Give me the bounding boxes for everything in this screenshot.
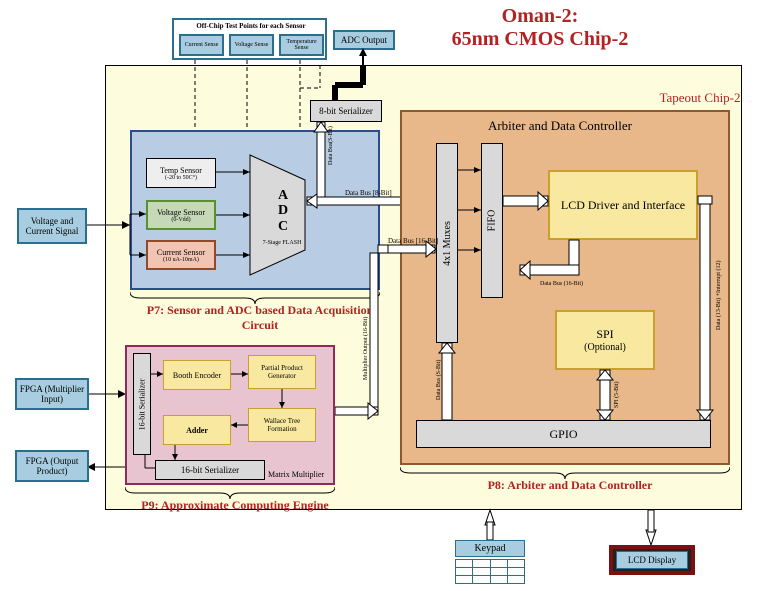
p8-label: P8: Arbiter and Data Controller [440, 478, 700, 493]
serializer-16bit-h: 16-bit Serializer [155, 460, 265, 480]
spi-block: SPI(Optional) [555, 310, 655, 370]
p7-label: P7: Sensor and ADC based Data Acquisitio… [130, 303, 390, 333]
tapeout-label: Tapeout Chip-2 [650, 90, 750, 106]
ext-vc-signal: Voltage and Current Signal [17, 208, 87, 244]
voltage-sensor: Voltage Sensor(0-Vdd) [146, 200, 216, 230]
ext-fpga-in: FPGA (Multiplier Input) [15, 378, 89, 410]
adder-block: Adder [163, 415, 231, 445]
serializer-8bit: 8-bit Serializer [310, 100, 382, 122]
p9-label: P9: Approximate Computing Engine [120, 498, 350, 513]
ext-fpga-out: FPGA (Output Product) [15, 450, 89, 482]
keypad-block: Keypad [455, 540, 525, 584]
muxes-block: 4x1 Muxes [436, 143, 458, 343]
adc-text: ADC [268, 188, 298, 234]
current-sensor: Current Sensor(10 uA-10mA) [146, 240, 216, 270]
lcd-display-block: LCD Display [609, 545, 695, 575]
offchip-temp: Temperature Sense [279, 34, 324, 56]
offchip-group: Off-Chip Test Points for each Sensor Cur… [172, 18, 327, 60]
temp-sensor: Temp Sensor(-20 to 50C°) [146, 158, 216, 188]
partial-product: Partial Product Generator [248, 355, 316, 389]
offchip-current: Current Sense [179, 34, 224, 56]
wallace-tree: Wallace Tree Formation [248, 408, 316, 442]
arbiter-title: Arbiter and Data Controller [440, 118, 680, 134]
adc-sub: 7-Stage FLASH [258, 240, 306, 246]
chip-title: Oman-2: 65nm CMOS Chip-2 [380, 5, 700, 51]
fifo-block: FIFO [481, 143, 503, 298]
booth-encoder: Booth Encoder [163, 360, 231, 390]
serializer-16bit-v: 16-bit Serializer [133, 353, 151, 455]
adc-output: ADC Output [333, 30, 395, 50]
offchip-voltage: Voltage Sense [229, 34, 274, 56]
gpio-block: GPIO [416, 420, 711, 448]
keypad-label: Keypad [455, 540, 525, 557]
lcd-driver-block: LCD Driver and Interface [548, 170, 698, 240]
matrix-label: Matrix Multiplier [268, 470, 324, 479]
offchip-title: Off-Chip Test Points for each Sensor [176, 22, 326, 30]
